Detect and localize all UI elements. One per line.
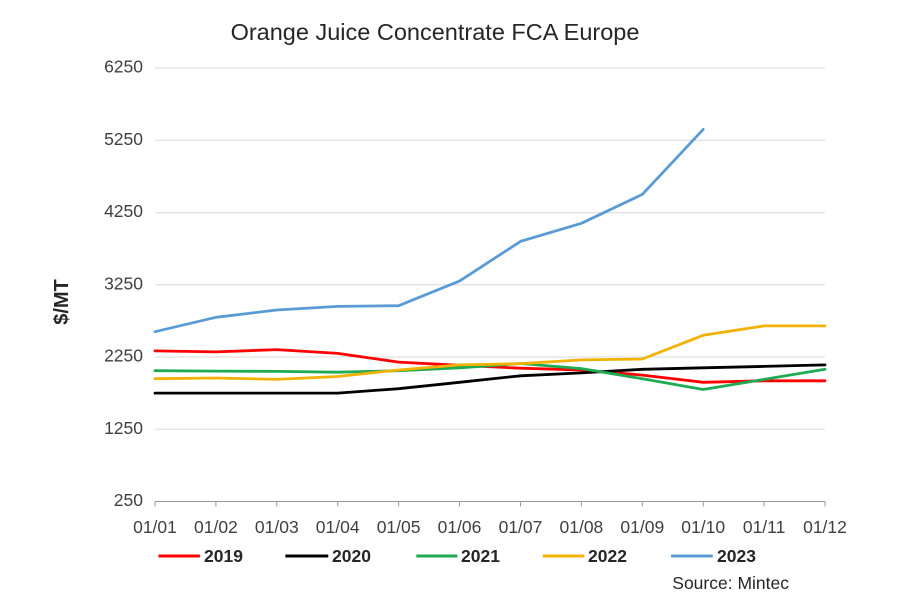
svg-text:01/05: 01/05 bbox=[377, 517, 421, 537]
svg-text:6250: 6250 bbox=[104, 57, 143, 77]
svg-text:2023: 2023 bbox=[717, 546, 756, 566]
svg-text:01/06: 01/06 bbox=[438, 517, 482, 537]
svg-text:01/04: 01/04 bbox=[316, 517, 360, 537]
svg-text:01/08: 01/08 bbox=[560, 517, 604, 537]
svg-text:5250: 5250 bbox=[104, 129, 143, 149]
svg-text:3250: 3250 bbox=[104, 273, 143, 293]
svg-text:250: 250 bbox=[114, 490, 143, 510]
svg-text:2019: 2019 bbox=[204, 546, 243, 566]
svg-text:2250: 2250 bbox=[104, 346, 143, 366]
svg-text:1250: 1250 bbox=[104, 418, 143, 438]
svg-text:Orange Juice Concentrate FCA E: Orange Juice Concentrate FCA Europe bbox=[231, 19, 640, 45]
svg-text:01/01: 01/01 bbox=[133, 517, 177, 537]
svg-text:$/MT: $/MT bbox=[51, 279, 73, 325]
svg-text:01/09: 01/09 bbox=[620, 517, 664, 537]
svg-text:01/03: 01/03 bbox=[255, 517, 299, 537]
svg-text:Source: Mintec: Source: Mintec bbox=[672, 573, 789, 593]
svg-text:4250: 4250 bbox=[104, 201, 143, 221]
svg-text:01/02: 01/02 bbox=[194, 517, 238, 537]
svg-text:01/11: 01/11 bbox=[743, 517, 786, 537]
svg-text:01/12: 01/12 bbox=[803, 517, 847, 537]
svg-text:2020: 2020 bbox=[332, 546, 371, 566]
svg-text:2021: 2021 bbox=[461, 546, 500, 566]
svg-text:01/10: 01/10 bbox=[681, 517, 725, 537]
svg-text:2022: 2022 bbox=[588, 546, 627, 566]
svg-text:01/07: 01/07 bbox=[499, 517, 543, 537]
